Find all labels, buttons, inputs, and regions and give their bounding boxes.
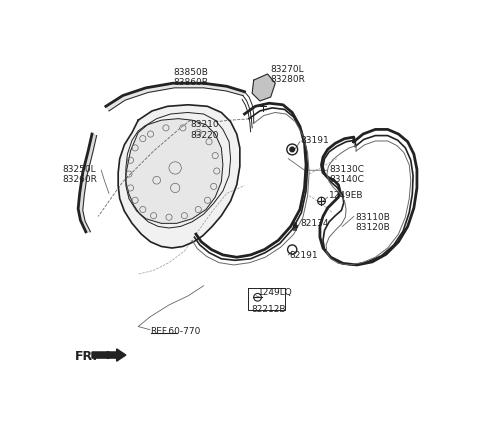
Text: 83250L
83260R: 83250L 83260R [63,165,97,184]
Polygon shape [106,83,244,111]
FancyArrow shape [92,349,126,361]
Text: 83130C
83140C: 83130C 83140C [329,165,364,184]
Text: 83110B
83120B: 83110B 83120B [355,212,390,232]
Polygon shape [118,105,240,248]
Text: 1249LQ: 1249LQ [258,288,292,297]
Polygon shape [126,119,223,223]
Text: 83270L
83280R: 83270L 83280R [271,65,305,84]
Text: 82134: 82134 [300,219,328,228]
Text: 83850B
83860B: 83850B 83860B [173,68,208,87]
Polygon shape [252,74,275,101]
Polygon shape [78,134,96,232]
Text: 1249EB: 1249EB [329,191,364,200]
Text: FR.: FR. [75,350,98,363]
Text: 82212B: 82212B [252,305,286,314]
Text: 83191: 83191 [300,136,329,145]
Circle shape [290,147,295,152]
Text: 83210
83220: 83210 83220 [191,120,219,139]
Text: REF.60-770: REF.60-770 [151,326,201,335]
Text: 82191: 82191 [289,251,318,260]
